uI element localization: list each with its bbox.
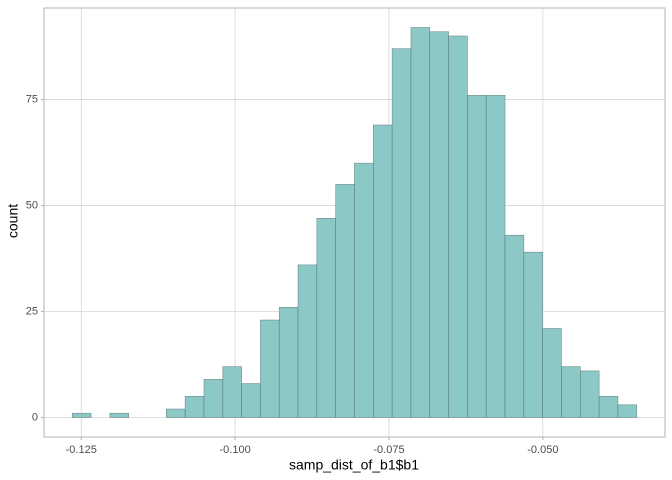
y-tick-label: 25	[26, 305, 38, 317]
bar	[410, 27, 431, 418]
bar	[241, 383, 261, 418]
bar	[335, 184, 355, 418]
bar	[467, 95, 487, 418]
bar	[278, 306, 299, 418]
bar	[523, 251, 543, 418]
bar	[71, 412, 92, 418]
x-tick-label: -0.050	[527, 444, 558, 456]
y-tick-label: 50	[26, 199, 38, 211]
panel-border	[43, 7, 666, 438]
x-tick-label: -0.100	[220, 444, 251, 456]
bar	[542, 328, 562, 418]
bar	[203, 379, 224, 418]
x-tick-label: -0.075	[373, 444, 404, 456]
bar	[354, 162, 374, 418]
bar	[316, 217, 336, 418]
bar	[260, 319, 280, 418]
bar	[485, 95, 506, 418]
bar	[166, 408, 186, 418]
bar	[598, 396, 619, 418]
y-tick-label: 0	[32, 411, 38, 423]
bar	[448, 35, 468, 418]
bar	[617, 404, 638, 418]
y-tick-label: 75	[26, 93, 38, 105]
x-axis-title: samp_dist_of_b1$b1	[289, 457, 419, 473]
bar	[109, 412, 129, 418]
bar	[391, 48, 412, 418]
bar	[373, 124, 393, 418]
bar	[429, 31, 449, 418]
x-tick-label: -0.125	[66, 444, 97, 456]
bar	[561, 366, 581, 418]
bar	[297, 264, 318, 418]
bar	[504, 234, 525, 418]
bar	[184, 396, 205, 418]
bar	[580, 370, 600, 418]
bar	[222, 366, 242, 418]
y-axis-title: count	[5, 204, 21, 238]
